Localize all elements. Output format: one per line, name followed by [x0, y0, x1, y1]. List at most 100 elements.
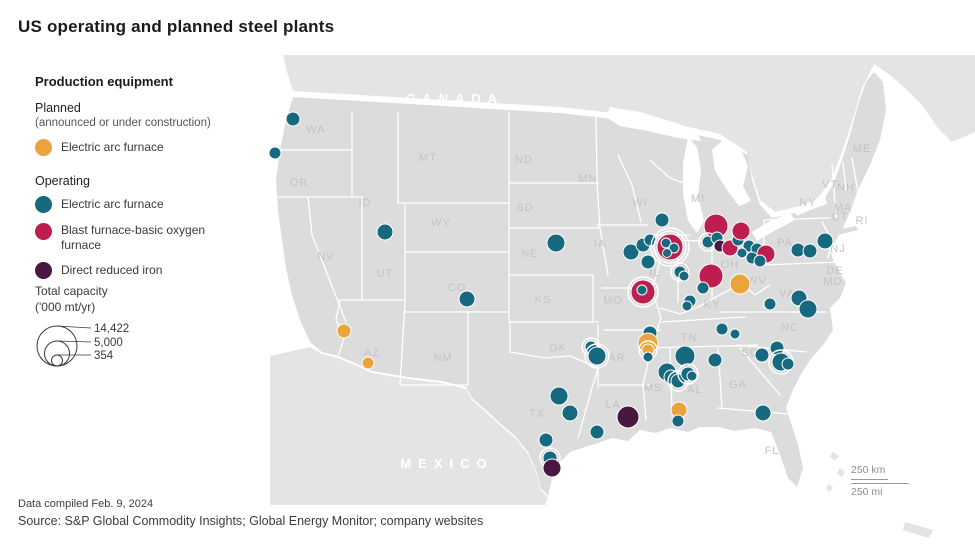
plant-dot-ring [677, 363, 699, 385]
plant-dot-eaf [671, 414, 685, 428]
size-legend-title-line2: ('000 mt/yr) [35, 299, 96, 314]
plant-dot-bof [731, 221, 751, 241]
eaf-swatch [35, 196, 52, 213]
legend-operating-title: Operating [35, 174, 90, 188]
plant-dot-eaf [458, 290, 476, 308]
state-label-ne: NE [521, 248, 538, 260]
plant-dot-eaf [654, 212, 670, 228]
country-label-mexico: MEXICO [400, 456, 493, 471]
plant-dot-ring [627, 276, 659, 308]
state-label-md: MD [823, 276, 842, 288]
nw-islands [296, 58, 338, 88]
state-label-co: CO [448, 282, 467, 294]
footer-compiled: Data compiled Feb. 9, 2024 [18, 498, 154, 510]
state-label-ct: CT [832, 211, 849, 223]
legend-item-bof: Blast furnace-basic oxygen furnace [35, 223, 265, 252]
plant-dot-eaf [662, 248, 672, 258]
state-label-wv: WV [747, 275, 767, 287]
plant-dot-eaf [587, 346, 607, 366]
plant-dot-eaf [376, 223, 394, 241]
legend: Production equipment Planned (announced … [35, 74, 265, 289]
state-label-ky: KY [704, 299, 721, 311]
plant-dot-eaf [753, 254, 767, 268]
state-label-ks: KS [535, 294, 552, 306]
page-title: US operating and planned steel plants [18, 17, 335, 36]
state-label-nv: NV [317, 251, 334, 263]
plant-dot-eaf [686, 370, 698, 382]
scale-km-label: 250 km [851, 464, 886, 476]
size-legend-title-line1: Total capacity [35, 284, 108, 298]
plant-dot-eaf [285, 111, 301, 127]
plant-dot-ring [670, 262, 690, 282]
state-label-ny: NY [799, 197, 816, 209]
state-label-ia: IA [594, 238, 606, 250]
plant-dot-eaf [781, 357, 795, 371]
size-legend: Total capacity ('000 mt/yr) 14,422 5,000… [35, 284, 181, 379]
state-label-nc: NC [781, 322, 799, 334]
plant-dot-eaf [798, 299, 818, 319]
legend-planned-subtitle: (announced or under construction) [35, 117, 211, 129]
state-label-wa: WA [306, 124, 325, 136]
mexico-shape [270, 347, 548, 505]
state-label-mt: MT [419, 152, 437, 164]
state-label-me: ME [853, 143, 872, 155]
state-label-az: AZ [364, 347, 380, 359]
state-label-pa: PA [777, 237, 793, 249]
legend-item-label: Blast furnace-basic oxygen furnace [61, 223, 206, 252]
plant-dot-eaf [678, 270, 690, 282]
footer-source: Source: S&P Global Commodity Insights; G… [18, 514, 484, 528]
lake-michigan [683, 137, 704, 233]
plant-dot-ring [650, 227, 690, 267]
size-legend-circles: 14,422 5,000 354 [36, 323, 129, 367]
plant-dot-eaf [640, 254, 656, 270]
state-label-ar: AR [608, 352, 625, 364]
plant-dot-ring [653, 230, 687, 264]
plant-dot-eaf [754, 347, 770, 363]
lake-ontario [794, 197, 827, 216]
state-label-ma: MA [834, 202, 853, 214]
scale-km-line [851, 479, 888, 480]
map-labels: WA OR ID MT WY NV UT CO AZ NM ND SD NE KS OK TX MN IA MO AR… [290, 91, 872, 471]
size-value-min: 354 [94, 350, 114, 362]
plant-dot-eaf [681, 300, 693, 312]
legend-item-planned-eaf: Electric arc furnace [35, 139, 265, 156]
plant-dot-eaf [668, 242, 680, 254]
plant-dot-eaf [816, 232, 834, 250]
state-label-wy: WY [431, 217, 451, 229]
state-label-mn: MN [578, 173, 597, 185]
state-label-tn: TN [681, 332, 698, 344]
state-label-id: ID [359, 197, 372, 209]
state-label-mo: MO [603, 295, 623, 307]
scale-mi-label: 250 mi [851, 486, 883, 498]
plant-dot-eaf [589, 424, 605, 440]
state-label-or: OR [290, 177, 309, 189]
size-value-max: 14,422 [94, 323, 129, 335]
lake-huron [712, 139, 751, 206]
state-label-tx: TX [529, 408, 545, 420]
state-label-nm: NM [433, 352, 452, 364]
legend-item-label: Electric arc furnace [61, 140, 164, 155]
plant-dot-eaf [642, 351, 654, 363]
state-label-ri: RI [856, 215, 869, 227]
legend-planned-title: Planned [35, 101, 81, 115]
footer: Data compiled Feb. 9, 2024 Source: S&P G… [18, 498, 483, 528]
scale-bar: 250 km 250 mi [851, 464, 921, 498]
plant-dot-dri [542, 458, 562, 478]
state-label-nh: NH [837, 182, 855, 194]
legend-heading: Production equipment [35, 74, 173, 89]
state-label-va: VA [779, 288, 795, 300]
plant-dot-eaf [729, 328, 741, 340]
long-island [836, 226, 858, 235]
plant-dot-eaf [268, 146, 282, 160]
plant-dot-eaf [674, 345, 696, 367]
state-label-sc: SC [741, 347, 758, 359]
state-label-ga: GA [729, 379, 747, 391]
plant-dot-eaf [538, 432, 554, 448]
plant-dot-eaf [696, 281, 710, 295]
plant-dot-eaf [660, 237, 672, 249]
plant-dot-eaf [622, 243, 640, 261]
plant-dot-ring [584, 343, 610, 369]
plant-dot-dri [616, 405, 640, 429]
